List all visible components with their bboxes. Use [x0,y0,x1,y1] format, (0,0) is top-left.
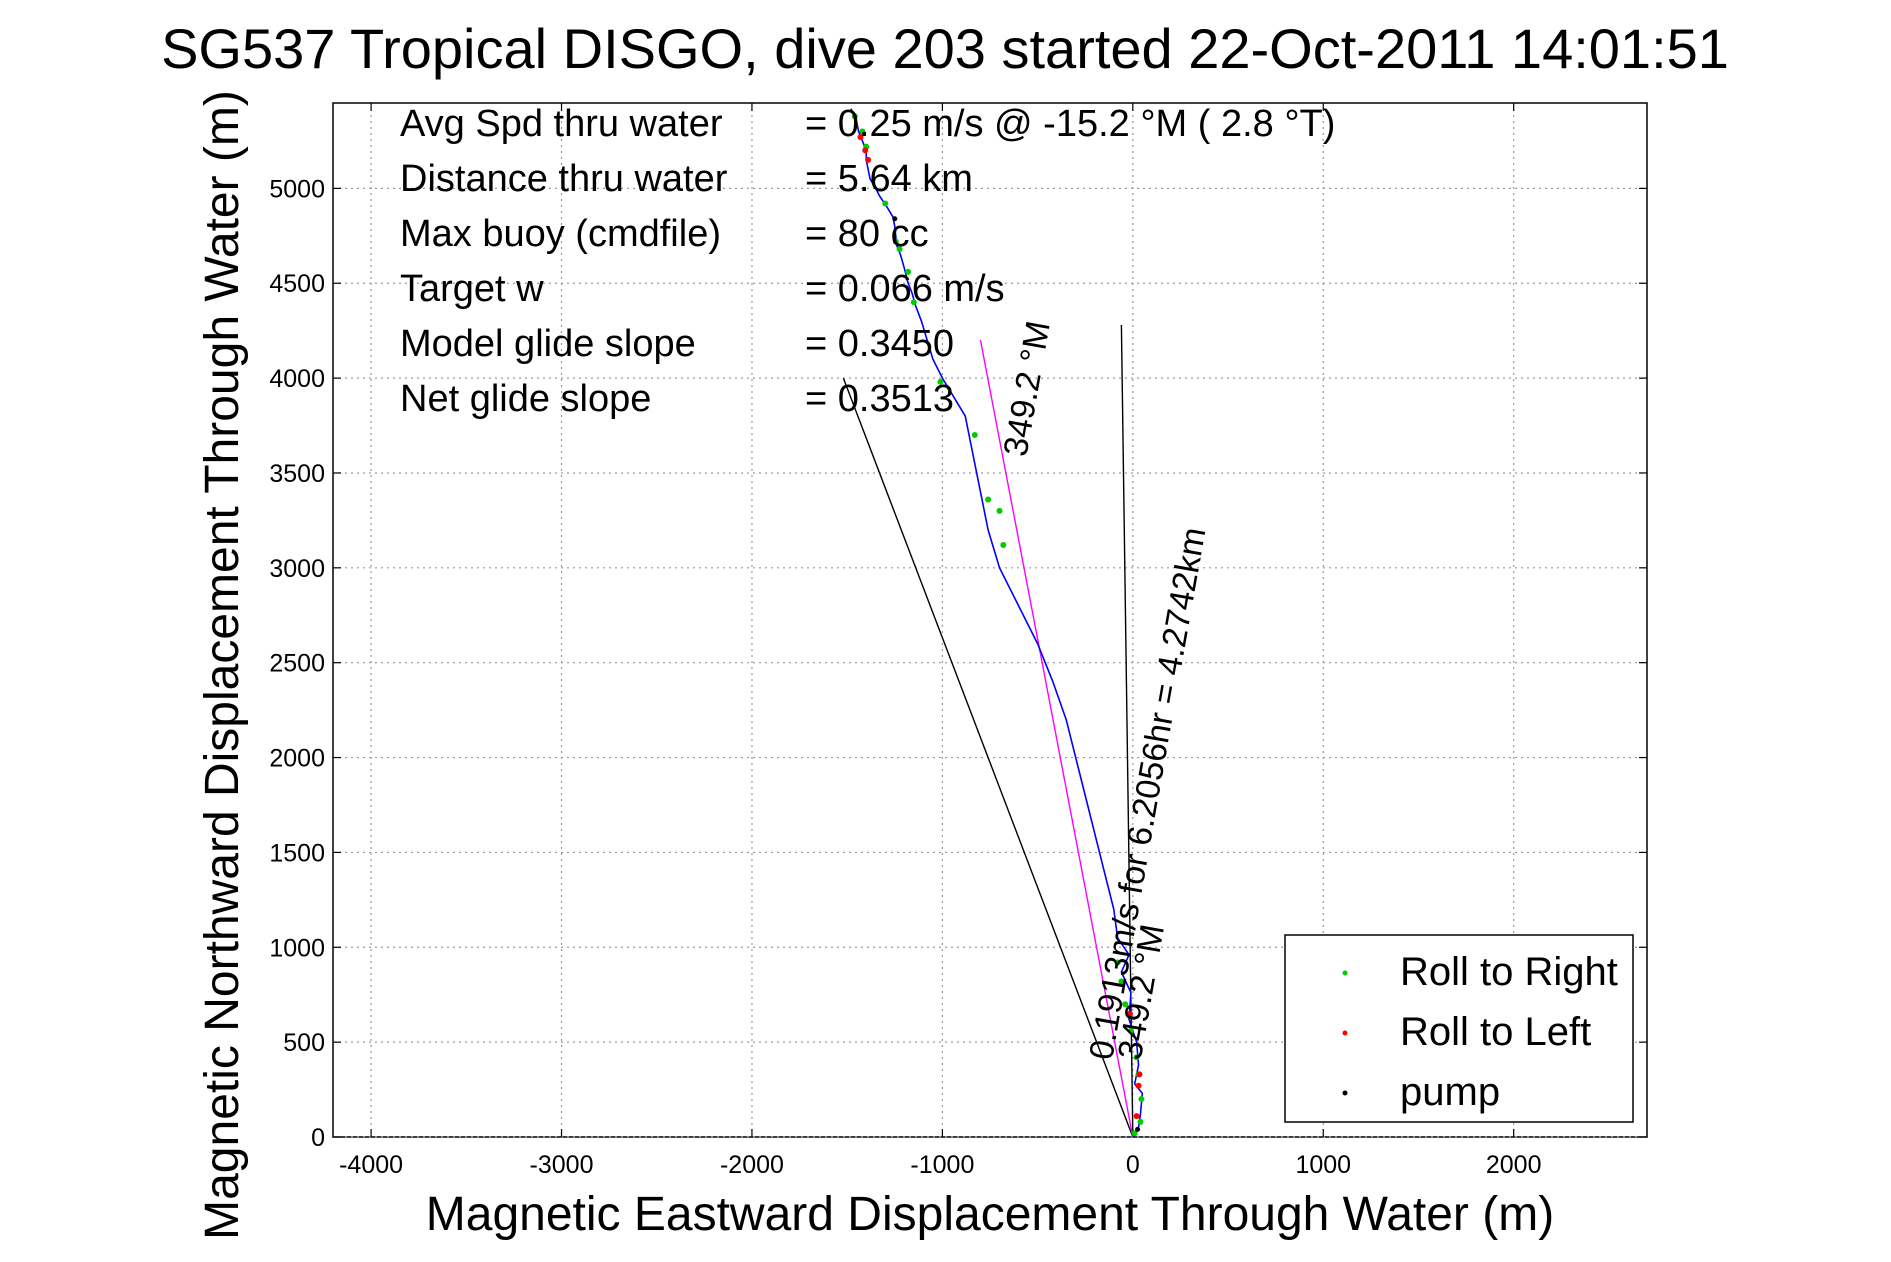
pump-point [1135,1126,1141,1132]
x-tick-label: -1000 [910,1151,974,1179]
x-tick-label: 0 [1126,1151,1140,1179]
track-line [850,108,1144,1138]
y-tick-label: 1500 [269,839,325,867]
stat-label: Max buoy (cmdfile) [400,213,721,255]
roll-left-point [857,134,864,141]
y-tick-label: 3000 [269,555,325,583]
stat-value: = 80 cc [805,213,929,255]
stat-value: = 0.3450 [805,323,954,365]
x-axis-label: Magnetic Eastward Displacement Through W… [426,1188,1554,1241]
roll-right-point [892,238,899,245]
roll-right-point [1138,1096,1145,1103]
current-line [979,340,1134,1138]
roll-right-point [851,113,858,120]
roll-left-point [1135,1082,1142,1089]
stat-label: Model glide slope [400,323,696,365]
roll-right-point [1127,1027,1134,1034]
legend-marker [1342,970,1348,976]
roll-right-point [1118,978,1125,985]
grid [333,103,1647,1138]
stat-value: = 0.066 m/s [805,268,1005,310]
legend-marker [1342,1030,1348,1036]
y-tick-label: 5000 [269,175,325,203]
stat-label: Target w [400,268,544,310]
roll-right-point [1000,542,1007,549]
roll-left-point [1126,1010,1133,1017]
reference-line-1 [842,377,1134,1138]
roll-left-point [865,156,872,163]
stat-value: = 0.25 m/s @ -15.2 °M ( 2.8 °T) [805,103,1335,145]
x-tick-label: -4000 [339,1151,403,1179]
roll-right-point [1133,1054,1140,1061]
roll-right-point [882,200,889,207]
x-tick-label: 1000 [1295,1151,1351,1179]
roll-right-point [971,432,978,439]
track-series [850,108,1144,1138]
y-axis-label: Magnetic Northward Displacement Through … [196,90,249,1240]
roll-right-point [985,496,992,503]
legend: Roll to Right Roll to Left pump [1284,934,1634,1123]
legend-label: Roll to Right [1400,950,1618,994]
roll-right-point [896,246,903,253]
stats-panel: Avg Spd thru water = 0.25 m/s @ -15.2 °M … [400,103,1335,420]
legend-marker [1342,1090,1348,1096]
y-tick-label: 2500 [269,650,325,678]
roll-left-point [1136,1071,1143,1078]
y-tick-label: 1000 [269,934,325,962]
y-tick-label: 4000 [269,365,325,393]
pump-point [892,216,898,222]
y-tick-label: 3500 [269,460,325,488]
legend-box [1284,934,1634,1123]
roll-right-point [1137,1118,1144,1125]
x-tick-label: -2000 [720,1151,784,1179]
roll-right-point [996,507,1003,514]
roll-right-point [859,128,866,135]
y-tick-label: 500 [283,1029,325,1057]
roll-left-point [1133,1113,1140,1120]
roll-left-point [862,147,869,154]
legend-label: pump [1400,1070,1500,1114]
roll-right-point [1131,1130,1138,1137]
stat-value: = 0.3513 [805,378,954,420]
y-tick-label: 2000 [269,745,325,773]
x-tick-label: -3000 [530,1151,594,1179]
y-tick-label: 4500 [269,270,325,298]
roll-right-point [1122,1001,1129,1008]
stat-label: Avg Spd thru water [400,103,723,145]
stat-label: Net glide slope [400,378,651,420]
roll-right-point [905,268,912,275]
stat-label: Distance thru water [400,158,728,200]
x-tick-label: 2000 [1486,1151,1542,1179]
stat-value: = 5.64 km [805,158,973,200]
y-tick-label: 0 [311,1124,325,1152]
axis-ticks: -4000 -3000 -2000 -1000 0 1000 2000 0 500 1000 150… [269,103,1647,1179]
marker-points [851,113,1145,1137]
roll-right-point [1114,959,1121,966]
roll-right-point [937,378,944,385]
legend-label: Roll to Left [1400,1010,1591,1054]
chart-title: SG537 Tropical DISGO, dive 203 started 2… [161,17,1729,80]
roll-right-point [910,299,917,306]
